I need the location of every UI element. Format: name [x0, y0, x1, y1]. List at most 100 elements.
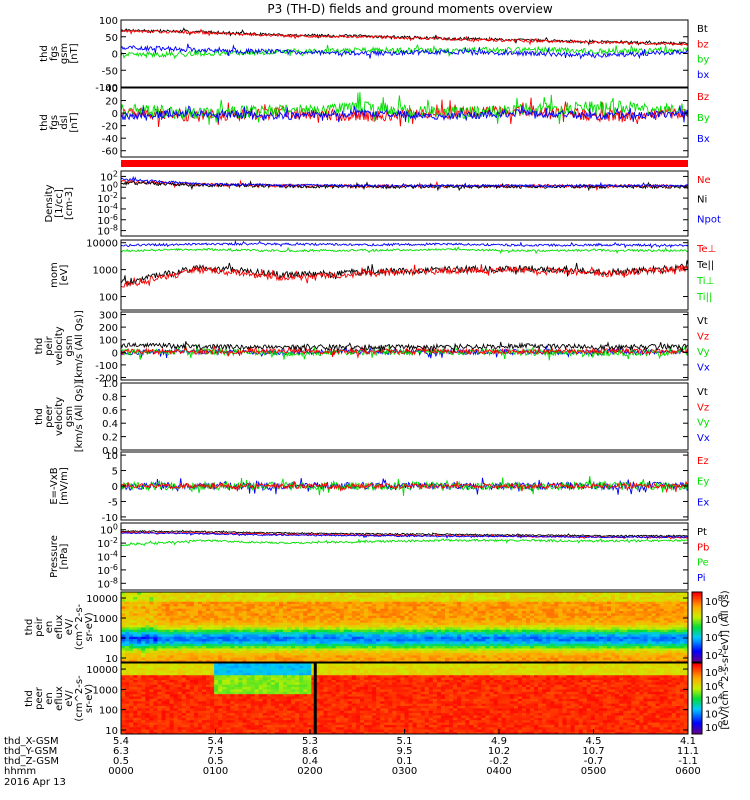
heatmap-cell — [384, 638, 389, 642]
heatmap-cell — [121, 689, 126, 692]
heatmap-cell — [254, 657, 260, 661]
heatmap-cell — [149, 624, 154, 628]
heatmap-cell — [359, 655, 365, 658]
y-axis-label-line: thd — [34, 408, 45, 425]
heatmap-cell — [250, 629, 256, 633]
heatmap-cell — [331, 627, 337, 630]
heatmap-cell — [177, 684, 183, 688]
heatmap-cell — [489, 648, 494, 651]
heatmap-cell — [497, 645, 503, 649]
heatmap-cell — [481, 636, 486, 640]
heatmap-cell — [335, 655, 341, 658]
heatmap-cell — [550, 594, 555, 598]
heatmap-cell — [550, 645, 555, 649]
heatmap-cell — [404, 606, 409, 609]
heatmap-cell — [534, 652, 539, 656]
heatmap-cell — [173, 703, 179, 706]
heatmap-cell — [558, 643, 563, 647]
heatmap-cell — [230, 634, 235, 637]
heatmap-cell — [432, 615, 438, 619]
heatmap-cell — [173, 627, 179, 630]
heatmap-cell — [359, 622, 365, 626]
heatmap-cell — [250, 622, 256, 626]
heatmap-cell — [319, 648, 324, 651]
heatmap-cell — [125, 700, 130, 704]
heatmap-cell — [396, 655, 401, 658]
heatmap-cell — [513, 638, 519, 642]
heatmap-cell — [530, 613, 535, 616]
heatmap-cell — [234, 641, 239, 644]
heatmap-cell — [262, 641, 268, 644]
heatmap-cell — [157, 731, 162, 735]
heatmap-cell — [546, 636, 551, 640]
heatmap-cell — [189, 594, 195, 598]
heatmap-cell — [392, 645, 397, 649]
heatmap-cell — [364, 652, 369, 656]
heatmap-cell — [185, 719, 191, 723]
heatmap-cell — [582, 599, 588, 602]
heatmap-cell — [145, 594, 150, 598]
heatmap-cell — [558, 617, 563, 621]
heatmap-cell — [262, 659, 268, 663]
heatmap-cell — [432, 599, 438, 602]
heatmap-cell — [262, 636, 268, 640]
heatmap-cell — [355, 634, 361, 637]
heatmap-cell — [274, 641, 280, 644]
y-axis-label-line: [km/s (All Qs)] — [74, 310, 85, 382]
heatmap-cell — [173, 592, 179, 595]
heatmap-cell — [586, 648, 592, 651]
heatmap-cell — [355, 603, 361, 607]
heatmap-cell — [157, 696, 162, 699]
heatmap-cell — [125, 726, 130, 730]
heatmap-cell — [185, 684, 191, 688]
heatmap-cell — [513, 606, 519, 609]
heatmap-cell — [594, 650, 600, 654]
heatmap-cell — [121, 622, 126, 626]
heatmap-cell — [679, 594, 685, 598]
heatmap-cell — [384, 659, 389, 663]
heatmap-cell — [185, 729, 191, 733]
heatmap-cell — [412, 620, 418, 623]
colorbar-swatch — [692, 593, 702, 596]
heatmap-cell — [242, 643, 247, 647]
heatmap-cell — [173, 663, 179, 666]
heatmap-cell — [546, 617, 551, 621]
heatmap-cell — [307, 594, 312, 598]
heatmap-cell — [667, 620, 673, 623]
heatmap-cell — [161, 624, 166, 628]
heatmap-cell — [335, 657, 341, 661]
heatmap-cell — [303, 636, 308, 640]
heatmap-cell — [149, 667, 154, 671]
heatmap-cell — [436, 634, 442, 637]
heatmap-cell — [542, 615, 547, 619]
heatmap-cell — [598, 655, 604, 658]
heatmap-cell — [602, 643, 608, 647]
colorbar-swatch — [692, 627, 702, 630]
y-axis-label-line: [nPa] — [59, 543, 70, 569]
heatmap-cell — [655, 599, 661, 602]
heatmap-cell — [683, 638, 689, 642]
heatmap-cell — [359, 648, 365, 651]
heatmap-cell — [372, 655, 377, 658]
heatmap-cell — [428, 603, 434, 607]
heatmap-cell — [384, 643, 389, 647]
heatmap-cell — [538, 613, 543, 616]
heatmap-cell — [562, 636, 567, 640]
heatmap-cell — [679, 608, 685, 612]
heatmap-cell — [570, 631, 575, 635]
heatmap-cell — [574, 624, 580, 628]
heatmap-cell — [368, 596, 373, 600]
heatmap-cell — [655, 608, 661, 612]
heatmap-cell — [550, 631, 555, 635]
heatmap-cell — [185, 648, 191, 651]
heatmap-cell — [521, 652, 527, 656]
heatmap-cell — [364, 622, 369, 626]
heatmap-cell — [655, 655, 661, 658]
heatmap-cell — [647, 594, 652, 598]
heatmap-cell — [210, 641, 215, 644]
heatmap-cell — [513, 650, 519, 654]
heatmap-cell — [526, 624, 531, 628]
heatmap-cell — [453, 645, 458, 649]
heatmap-cell — [582, 641, 588, 644]
heatmap-cell — [497, 596, 503, 600]
